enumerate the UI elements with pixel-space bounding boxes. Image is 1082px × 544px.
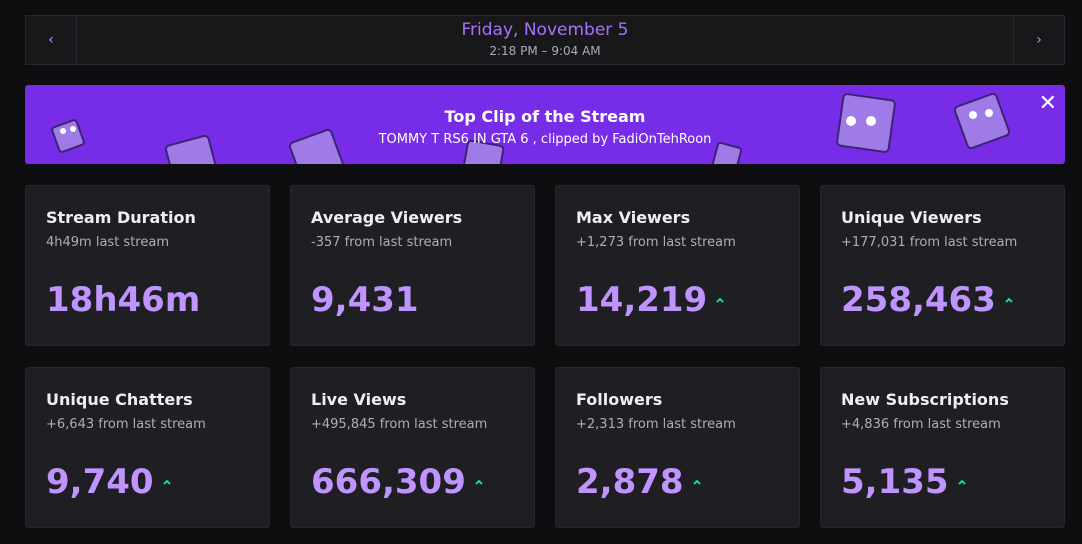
stat-change: +6,643 from last stream: [46, 417, 206, 432]
stat-card: New Subscriptions +4,836 from last stream…: [820, 367, 1065, 528]
stat-value-row: 666,309: [311, 462, 514, 502]
trend-up-icon: [716, 297, 724, 303]
stat-change: +1,273 from last stream: [576, 235, 736, 250]
stat-title: Unique Viewers: [841, 208, 982, 227]
close-button[interactable]: ✕: [1038, 91, 1057, 116]
banner-subtitle: TOMMY T RS6 IN GTA 6 , clipped by FadiOn…: [378, 132, 712, 147]
stats-grid: Stream Duration 4h49m last stream 18h46m Av…: [25, 185, 1065, 528]
stat-change: +2,313 from last stream: [576, 417, 736, 432]
stat-card: Live Views +495,845 from last stream 666,3…: [290, 367, 535, 528]
stat-card: Stream Duration 4h49m last stream 18h46m: [25, 185, 270, 346]
stat-value: 14,219: [576, 280, 708, 320]
stat-card: Unique Viewers +177,031 from last stream 2…: [820, 185, 1065, 346]
stat-change: 4h49m last stream: [46, 235, 169, 250]
stat-value: 2,878: [576, 462, 684, 502]
stat-card: Followers +2,313 from last stream 2,878: [555, 367, 800, 528]
stat-value: 258,463: [841, 280, 996, 320]
stat-value: 9,431: [311, 280, 419, 320]
stat-title: Live Views: [311, 390, 407, 409]
trend-up-icon: [1005, 297, 1013, 303]
banner-decoration: [51, 92, 1011, 164]
stat-title: Max Viewers: [576, 208, 691, 227]
stat-value: 5,135: [841, 462, 949, 502]
date: Friday, November 5: [461, 20, 629, 40]
stat-value-row: 2,878: [576, 462, 779, 502]
stat-value-row: 14,219: [576, 280, 779, 320]
stat-value-row: 9,431: [311, 280, 514, 320]
stat-change: +4,836 from last stream: [841, 417, 1001, 432]
stat-card: Max Viewers +1,273 from last stream 14,219: [555, 185, 800, 346]
trend-up-icon: [162, 479, 171, 485]
stat-title: Stream Duration: [46, 208, 196, 227]
stat-change: +495,845 from last stream: [311, 417, 488, 432]
stat-title: Unique Chatters: [46, 390, 193, 409]
stat-value-row: 5,135: [841, 462, 1044, 502]
top-clip-banner[interactable]: Top Clip of the Stream TOMMY T RS6 IN GT…: [25, 85, 1065, 164]
time-range: 2:18 PM – 9:04 AM: [489, 44, 601, 58]
stat-card: Average Viewers -357 from last stream 9,43…: [290, 185, 535, 346]
stat-title: Followers: [576, 390, 663, 409]
trend-up-icon: [475, 479, 483, 485]
trend-up-icon: [692, 479, 701, 485]
next-button[interactable]: ›: [1013, 16, 1064, 64]
stat-value: 9,740: [46, 462, 154, 502]
date-header: ‹ Friday, November 5 2:18 PM – 9:04 AM ›: [25, 15, 1065, 65]
stat-change: +177,031 from last stream: [841, 235, 1018, 250]
stat-value-row: 18h46m: [46, 280, 249, 320]
stat-change: -357 from last stream: [311, 235, 453, 250]
banner-title: Top Clip of the Stream: [444, 107, 646, 126]
prev-button[interactable]: ‹: [26, 16, 77, 64]
stat-value: 666,309: [311, 462, 466, 502]
stat-card: Unique Chatters +6,643 from last stream 9,…: [25, 367, 270, 528]
stat-value: 18h46m: [46, 280, 201, 320]
trend-up-icon: [957, 479, 966, 485]
stat-title: Average Viewers: [311, 208, 463, 227]
stat-title: New Subscriptions: [841, 390, 1009, 409]
stat-value-row: 258,463: [841, 280, 1044, 320]
stat-value-row: 9,740: [46, 462, 249, 502]
